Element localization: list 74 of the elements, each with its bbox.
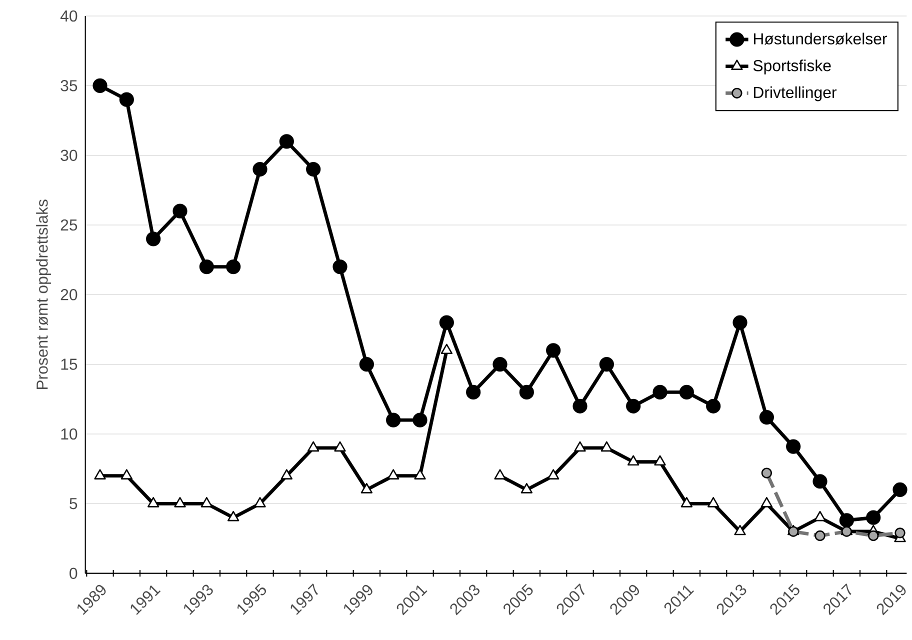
point xyxy=(200,497,213,508)
point xyxy=(440,344,453,354)
point xyxy=(839,513,854,528)
point xyxy=(812,474,828,489)
point xyxy=(654,455,666,466)
point xyxy=(680,497,693,508)
point xyxy=(652,384,668,400)
point xyxy=(814,510,826,522)
point xyxy=(706,398,721,414)
point xyxy=(626,398,641,414)
point xyxy=(147,497,160,508)
point xyxy=(466,384,481,400)
point xyxy=(412,412,428,428)
point xyxy=(414,469,426,480)
point xyxy=(814,530,826,542)
legend-label: Sportsfiske xyxy=(753,60,831,74)
point xyxy=(439,315,454,330)
point xyxy=(866,510,881,525)
point xyxy=(600,441,613,452)
point xyxy=(254,497,266,508)
point xyxy=(332,259,348,274)
point xyxy=(252,162,268,177)
point xyxy=(574,441,586,452)
point xyxy=(334,441,346,452)
point xyxy=(94,469,106,480)
point xyxy=(679,384,694,400)
point xyxy=(120,469,133,480)
y-tick-label: 15 xyxy=(61,358,78,370)
point xyxy=(760,497,773,508)
point xyxy=(307,441,320,452)
point xyxy=(172,204,188,218)
legend-label: Drivtellinger xyxy=(754,86,837,102)
point xyxy=(119,92,134,107)
point xyxy=(227,510,240,522)
point xyxy=(359,357,374,372)
point xyxy=(572,398,588,414)
y-tick-label: 10 xyxy=(61,428,78,440)
legend-label: Høstundersøkelser xyxy=(754,32,888,45)
point xyxy=(387,469,400,480)
point xyxy=(519,384,534,400)
point xyxy=(306,162,321,177)
point xyxy=(707,497,720,508)
point xyxy=(174,497,186,508)
point xyxy=(894,528,906,538)
point xyxy=(226,259,241,274)
point xyxy=(386,412,401,428)
point xyxy=(761,468,772,478)
y-tick-label: 25 xyxy=(60,219,78,231)
point xyxy=(279,134,294,149)
point xyxy=(547,469,560,480)
point xyxy=(494,469,506,480)
point xyxy=(492,357,508,372)
y-tick-label: 20 xyxy=(60,289,78,300)
point xyxy=(892,482,908,498)
point xyxy=(868,530,879,542)
point xyxy=(732,315,748,330)
y-tick-label: 5 xyxy=(70,498,78,510)
point xyxy=(546,343,561,358)
point xyxy=(146,232,161,246)
point xyxy=(360,483,373,494)
point xyxy=(199,259,214,274)
y-tick-label: 40 xyxy=(60,10,78,22)
point xyxy=(759,410,774,425)
y-tick-label: 0 xyxy=(70,568,78,579)
point xyxy=(599,357,614,372)
y-tick-label: 35 xyxy=(60,80,78,92)
point xyxy=(520,483,533,494)
y-tick-label: 30 xyxy=(60,150,78,161)
point xyxy=(786,439,801,454)
point xyxy=(280,469,293,480)
point xyxy=(734,524,746,536)
point xyxy=(92,78,108,93)
point xyxy=(627,455,640,466)
y-axis-title: Prosent rømt oppdrettslaks xyxy=(36,200,51,390)
